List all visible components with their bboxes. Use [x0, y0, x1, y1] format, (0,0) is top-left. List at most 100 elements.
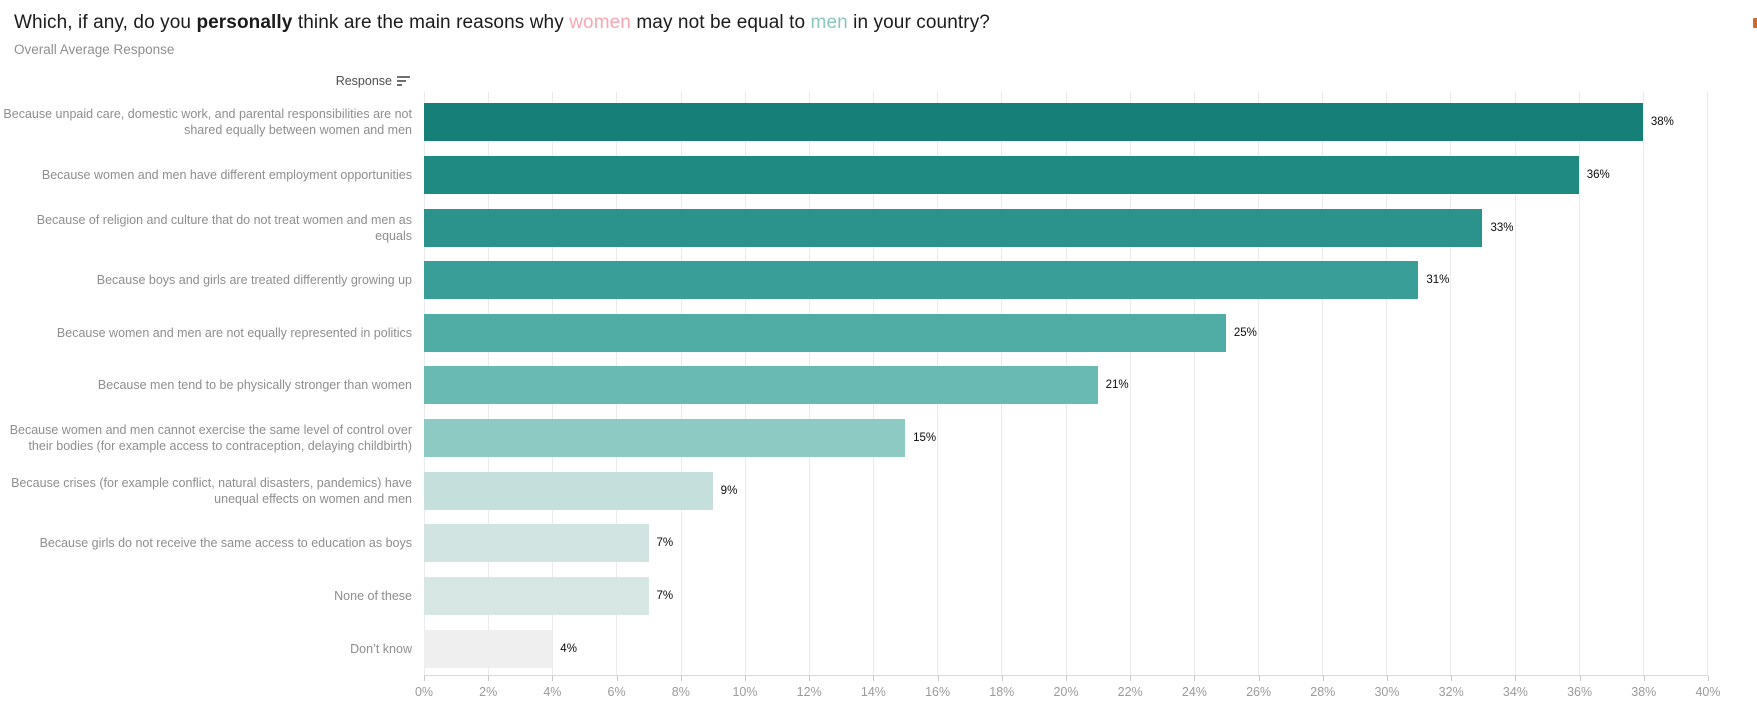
gridline [1322, 92, 1324, 675]
x-axis-tick-label: 26% [1246, 685, 1272, 699]
bar-track: 7% [424, 576, 1707, 615]
x-axis-tick-label: 18% [989, 685, 1015, 699]
table-row: Because of religion and culture that do … [0, 201, 1757, 254]
title-part: may not be equal to [630, 12, 811, 33]
table-row: Because unpaid care, domestic work, and … [0, 96, 1757, 149]
x-axis-tick [1387, 676, 1388, 681]
table-row: Because women and men cannot exercise th… [0, 412, 1757, 465]
x-axis-tick [1515, 676, 1517, 681]
table-row: None of these 7% [0, 570, 1757, 623]
category-label: Because women and men are not equally re… [56, 325, 412, 340]
category-label: Because women and men cannot exercise th… [9, 423, 412, 454]
bar-track: 4% [424, 629, 1707, 668]
value-label: 33% [1490, 221, 1514, 234]
chart-subtitle: Overall Average Response [14, 42, 175, 57]
value-label: 7% [656, 537, 674, 550]
title-men-highlight: men [810, 12, 848, 33]
bar[interactable] [424, 313, 1226, 352]
value-label: 7% [656, 589, 674, 602]
x-axis-tick [552, 676, 554, 681]
x-axis-tick-label: 22% [1117, 685, 1143, 699]
x-axis-tick-label: 28% [1310, 685, 1336, 699]
x-axis-tick [1001, 676, 1003, 681]
x-axis-tick [1451, 676, 1453, 681]
bar-track: 31% [424, 261, 1707, 300]
bar-track: 7% [424, 524, 1707, 563]
value-label: 36% [1586, 168, 1610, 181]
x-axis-tick-label: 0% [414, 685, 434, 699]
bar-track: 15% [424, 419, 1707, 458]
sort-descending-icon[interactable] [397, 76, 410, 86]
x-axis-tick-label: 24% [1181, 685, 1207, 699]
table-row: Because women and men are not equally re… [0, 307, 1757, 360]
bar[interactable] [424, 524, 649, 563]
bar[interactable] [424, 471, 713, 510]
bar-chart: Because unpaid care, domestic work, and … [0, 96, 1757, 675]
x-axis-tick-label: 6% [607, 685, 626, 699]
bar[interactable] [424, 419, 906, 458]
bar[interactable] [424, 208, 1483, 247]
bar[interactable] [424, 366, 1098, 405]
category-label: Don’t know [350, 641, 412, 656]
x-axis-tick-label: 34% [1502, 685, 1528, 699]
x-axis-tick [616, 676, 618, 681]
table-row: Because girls do not receive the same ac… [0, 517, 1757, 570]
response-column-header[interactable]: Response [0, 74, 410, 88]
title-part: think are the main reasons why [292, 12, 570, 33]
x-axis-tick [1708, 676, 1709, 681]
title-personally: personally [196, 12, 293, 33]
title-part: Which, if any, do you [14, 12, 197, 33]
category-label: Because crises (for example conflict, na… [11, 475, 412, 506]
bar-track: 21% [424, 366, 1707, 405]
table-row: Because women and men have different emp… [0, 149, 1757, 202]
x-axis-tick [1194, 676, 1196, 681]
x-axis-tick [1322, 676, 1324, 681]
bar[interactable] [424, 576, 649, 615]
category-label: None of these [334, 588, 412, 603]
value-label: 4% [560, 642, 577, 655]
category-label: Because unpaid care, domestic work, and … [3, 107, 412, 138]
value-label: 15% [913, 432, 937, 445]
x-axis-tick [937, 676, 939, 681]
x-axis-tick-label: 38% [1631, 685, 1657, 699]
table-row: Don’t know 4% [0, 622, 1757, 675]
bar[interactable] [424, 261, 1419, 300]
bar[interactable] [424, 155, 1579, 194]
value-label: 38% [1650, 116, 1674, 129]
x-axis-tick-label: 36% [1567, 685, 1593, 699]
x-axis: 0% 2% 4% 6% 8% 10% 12% 14% 16% 18% 20% 22% 24% 26% 28%… [415, 675, 1721, 704]
table-row: Because men tend to be physically strong… [0, 359, 1757, 412]
cutoff-element-fragment [1753, 18, 1757, 28]
gridline [1578, 92, 1580, 675]
bar-track: 25% [424, 313, 1707, 352]
title-part: in your country? [847, 12, 990, 33]
bar-track: 36% [424, 155, 1707, 194]
x-axis-tick [1066, 676, 1067, 681]
x-axis-tick-label: 40% [1695, 685, 1721, 699]
value-label: 21% [1105, 379, 1129, 392]
bar[interactable] [424, 629, 553, 668]
bar-track: 38% [424, 103, 1707, 142]
x-axis-tick-label: 32% [1438, 685, 1464, 699]
gridline [1257, 92, 1259, 675]
x-axis-tick-label: 16% [925, 685, 951, 699]
category-label: Because of religion and culture that do … [36, 212, 412, 243]
category-label: Because boys and girls are treated diffe… [96, 273, 412, 288]
x-axis-tick-label: 20% [1053, 685, 1079, 699]
x-axis-tick-label: 14% [860, 685, 886, 699]
chart-title: Which, if any, do you personally think a… [14, 12, 990, 34]
gridline [1642, 92, 1644, 675]
x-axis-tick [1130, 676, 1132, 681]
x-axis-tick-label: 8% [671, 685, 690, 699]
x-axis-tick [1643, 676, 1645, 681]
x-axis-tick [1579, 676, 1581, 681]
bar[interactable] [424, 103, 1643, 142]
category-label: Because women and men have different emp… [41, 167, 412, 182]
x-axis-tick [424, 676, 425, 681]
x-axis-tick [809, 676, 811, 681]
table-row: Because crises (for example conflict, na… [0, 464, 1757, 517]
category-label: Because girls do not receive the same ac… [39, 536, 412, 551]
x-axis-tick [873, 676, 875, 681]
gridline [1193, 92, 1195, 675]
